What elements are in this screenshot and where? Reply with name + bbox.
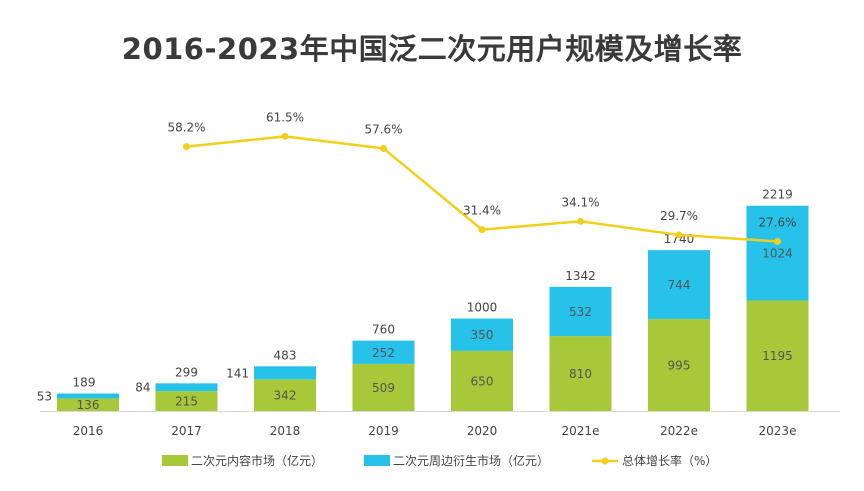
bar-content-segment: [451, 350, 513, 411]
legend-swatch-content: [162, 455, 188, 466]
bar-content-segment: [155, 391, 218, 411]
growth-rate-line: [186, 135, 778, 243]
data-label-total: 760: [372, 323, 395, 337]
data-label-total: 2219: [762, 188, 793, 202]
data-label-content: 1195: [762, 349, 793, 363]
data-label-total: 483: [274, 348, 297, 362]
data-label-content: 136: [77, 398, 100, 412]
legend-swatch-merch: [364, 455, 390, 466]
x-tick-label: 2017: [171, 424, 202, 438]
data-label-merch: 744: [668, 278, 691, 292]
data-label-content: 650: [471, 374, 494, 388]
legend-label-growth: 总体增长率（%）: [622, 453, 717, 468]
bar-merch-segment: [648, 250, 710, 319]
bar-content-segment: [254, 379, 316, 411]
data-label-content: 215: [175, 395, 198, 409]
x-tick-label: 2022e: [660, 424, 698, 438]
growth-rate-point: [675, 231, 683, 239]
bar-merch-segment: [746, 205, 809, 301]
growth-rate-point: [577, 217, 584, 225]
data-label-merch: 84: [135, 381, 150, 395]
legend-marker-growth: [601, 457, 609, 465]
data-label-total: 1000: [467, 301, 498, 315]
growth-rate-label: 61.5%: [266, 110, 304, 124]
data-label-content: 810: [569, 367, 592, 381]
bars-group: 136 53 189 215 84 299 342 141 483 509 252 760 650 350…: [37, 188, 809, 412]
data-label-content: 342: [274, 389, 297, 403]
bar-merch-segment: [254, 366, 316, 380]
data-label-merch: 141: [226, 366, 249, 380]
data-label-merch: 532: [569, 305, 592, 319]
growth-rate-label: 31.4%: [463, 204, 501, 218]
bar-content-segment: [352, 363, 415, 411]
bar-content-segment: [648, 318, 710, 411]
bar-content-segment: [549, 336, 612, 411]
x-tick-label: 2021e: [562, 424, 600, 438]
growth-rate-label: 34.1%: [561, 195, 599, 209]
legend-label-content: 二次元内容市场（亿元）: [191, 453, 323, 468]
data-label-content: 509: [372, 381, 395, 395]
bar-merch-segment: [549, 286, 612, 337]
x-tick-label: 2019: [368, 424, 399, 438]
legend: 二次元内容市场（亿元） 二次元周边衍生市场（亿元） 总体增长率（%）: [162, 453, 717, 468]
growth-rate-label: 27.6%: [758, 215, 796, 229]
x-axis: 2016 2017 2018 2019 2020 2021e 2022e 2023e: [40, 411, 840, 438]
bar-merch-segment: [155, 383, 218, 392]
growth-rate-label: 57.6%: [364, 122, 402, 136]
x-tick-label: 2018: [270, 424, 301, 438]
data-label-merch: 350: [471, 328, 494, 342]
growth-rate-point: [281, 132, 289, 140]
legend-label-merch: 二次元周边衍生市场（亿元）: [393, 453, 549, 468]
growth-line-group: 58.2% 61.5% 57.6% 31.4% 34.1% 29.7% 27.6%: [167, 110, 797, 245]
bar-content-segment: [57, 398, 119, 411]
growth-rate-point: [380, 144, 387, 152]
growth-rate-label: 29.7%: [660, 209, 698, 223]
data-label-total: 189: [73, 376, 96, 390]
data-label-total: 1342: [565, 269, 596, 283]
bar-merch-segment: [352, 340, 415, 364]
data-label-total: 299: [175, 365, 198, 379]
growth-rate-point: [183, 143, 190, 151]
chart-title: 2016-2023年中国泛二次元用户规模及增长率: [121, 32, 743, 66]
bar-merch-segment: [451, 318, 513, 351]
bar-merch-segment: [57, 393, 119, 399]
growth-rate-point: [478, 226, 486, 234]
growth-rate-label: 58.2%: [167, 121, 205, 135]
x-tick-label: 2023e: [759, 424, 797, 438]
bar-content-segment: [746, 300, 809, 411]
growth-rate-point: [774, 237, 781, 245]
data-label-merch: 252: [372, 346, 395, 360]
x-tick-label: 2020: [467, 424, 498, 438]
data-label-content: 995: [668, 358, 691, 372]
x-tick-label: 2016: [73, 424, 104, 438]
data-label-merch: 53: [37, 389, 52, 403]
data-label-merch: 1024: [762, 247, 793, 261]
